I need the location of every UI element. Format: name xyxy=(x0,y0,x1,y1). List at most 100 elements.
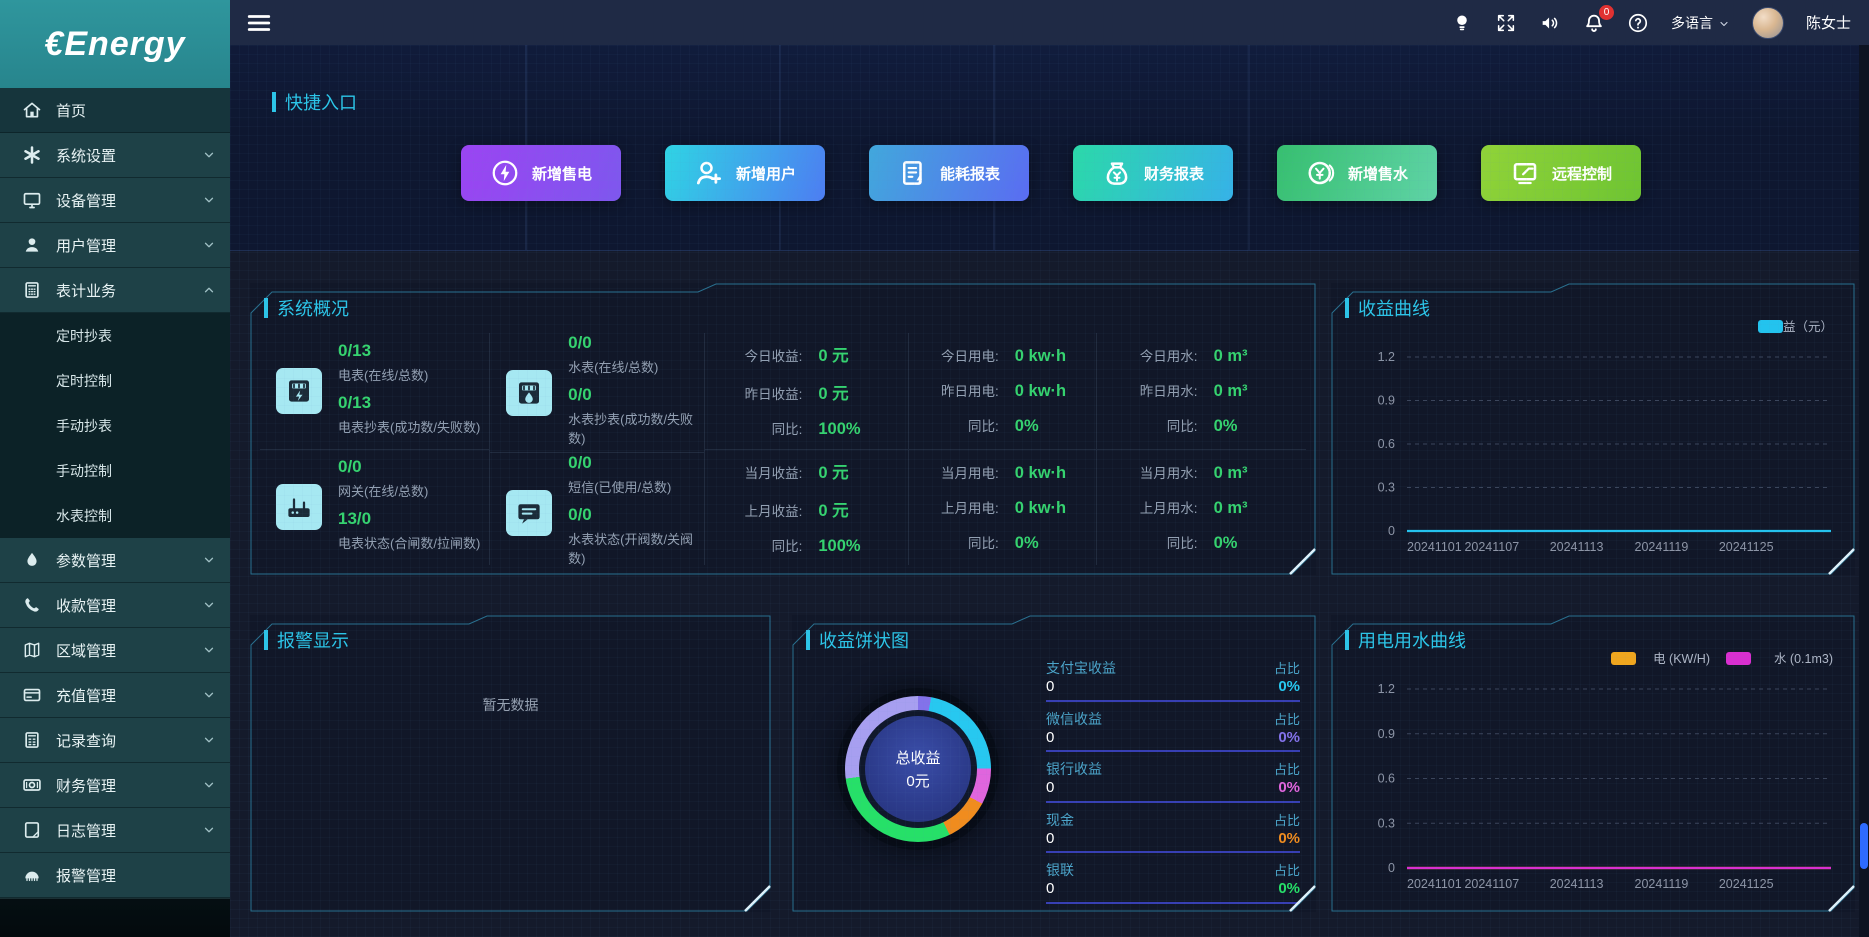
stat-label: 同比: xyxy=(968,419,999,435)
meter-stat-value: 0/0 xyxy=(568,385,592,404)
sidebar-subitem-manual-control[interactable]: 手动控制 xyxy=(56,462,112,479)
sidebar-item-parameter-management[interactable]: 参数管理 xyxy=(0,538,230,583)
add-water-sale-button[interactable]: 新增售水 xyxy=(1277,145,1437,201)
svg-text:0.3: 0.3 xyxy=(1378,481,1395,495)
overview-meter-block: 0/0 短信(已使用/总数) 0/0 水表状态(开阀数/关阀数) xyxy=(490,453,703,572)
overview-meter-block: 0/13 电表(在线/总数) 0/13 电表抄表(成功数/失败数) xyxy=(260,333,490,450)
overview-stat-column: 今日用水: 0 m³ 昨日用水: 0 m³ 同比: 0% 当月用水: 0 m³ 上月用水… xyxy=(1096,333,1306,565)
ratio-value: 0% xyxy=(1278,728,1300,746)
title-accent-bar xyxy=(264,298,268,318)
meter-block: 0/0 网关(在线/总数) 13/0 电表状态(合闸数/拉闸数) xyxy=(260,457,480,557)
revenue-breakdown-row-unionpay: 银联 占比 0 0% xyxy=(1046,853,1300,904)
stat-label: 同比: xyxy=(1166,419,1198,435)
bell-icon[interactable]: 0 xyxy=(1583,4,1614,34)
gateway-icon xyxy=(276,484,322,531)
overview-stat-group: 当月收益: 0 元上月收益: 0 元同比: 100% xyxy=(705,450,908,566)
meter-stat-value: 13/0 xyxy=(338,509,372,529)
help-icon[interactable] xyxy=(1627,12,1649,34)
meter-stat-label: 水表抄表(成功数/失败数) xyxy=(568,412,694,446)
stat-row: 今日用水: 0 m³ xyxy=(1107,345,1296,366)
sidebar-subitem-water-meter-control[interactable]: 水表控制 xyxy=(56,507,112,524)
sidebar-item-user-management[interactable]: 用户管理 xyxy=(0,223,230,268)
sidebar-item-payment-management[interactable]: 收款管理 xyxy=(0,583,230,628)
chevron-down-icon xyxy=(202,823,216,837)
stat-row: 昨日用电: 0 kw·h xyxy=(919,380,1086,401)
avatar[interactable] xyxy=(1751,6,1784,39)
meter-block: 0/13 电表(在线/总数) 0/13 电表抄表(成功数/失败数) xyxy=(260,341,480,441)
sidebar-subitem-manual-reading[interactable]: 手动抄表 xyxy=(56,417,112,434)
sidebar-item-log-management[interactable]: 日志管理 xyxy=(0,808,230,853)
alarm-icon xyxy=(22,865,42,885)
svg-text:0: 0 xyxy=(1388,861,1395,875)
sidebar-item-meter-business[interactable]: 表计业务 xyxy=(0,268,230,313)
sidebar-item-finance-management[interactable]: 财务管理 xyxy=(0,763,230,808)
sidebar-item-recharge-management[interactable]: 充值管理 xyxy=(0,673,230,718)
electric-meter-icon xyxy=(276,367,322,414)
stat-row: 今日用电: 0 kw·h xyxy=(919,345,1086,366)
stat-value: 0 元 xyxy=(818,463,849,482)
language-selector[interactable]: 多语言 xyxy=(1671,13,1730,33)
sidebar-item-region-management[interactable]: 区域管理 xyxy=(0,628,230,673)
sidebar-item-label: 记录查询 xyxy=(56,732,117,750)
sidebar-submenu-meter-business: 定时抄表定时控制手动抄表手动控制水表控制 xyxy=(0,313,230,538)
menu-toggle-icon[interactable] xyxy=(246,10,272,36)
bulb-icon[interactable] xyxy=(1451,12,1473,34)
add-user-button[interactable]: 新增用户 xyxy=(665,145,825,201)
revenue-pie-title: 收益饼状图 xyxy=(806,627,909,653)
quick-button-label: 新增售电 xyxy=(531,165,592,183)
meter-stat-label: 电表状态(合闸数/拉闸数) xyxy=(338,536,481,552)
overview-meter-block: 0/0 水表(在线/总数) 0/0 水表抄表(成功数/失败数) xyxy=(490,333,704,453)
sidebar: €Energy 首页 系统设置 设备管理 用户管理 表计业务 定时抄表 定时控制 手动抄表 手动… xyxy=(0,0,230,937)
svg-text:20241107: 20241107 xyxy=(1464,540,1519,554)
sidebar-item-home[interactable]: 首页 xyxy=(0,88,230,133)
svg-text:20241113: 20241113 xyxy=(1550,540,1604,554)
language-label: 多语言 xyxy=(1670,14,1713,31)
system-overview-grid: 0/13 电表(在线/总数) 0/13 电表抄表(成功数/失败数) 0/0 网关(… xyxy=(260,333,1306,566)
overview-stat-group: 今日用水: 0 m³ 昨日用水: 0 m³ 同比: 0% xyxy=(1096,333,1306,450)
ratio-label: 占比 xyxy=(1273,711,1300,727)
sidebar-item-label: 首页 xyxy=(56,102,87,120)
stat-value: 100% xyxy=(818,536,861,555)
scrollbar-thumb[interactable] xyxy=(1860,823,1868,869)
sidebar-item-alarm-management[interactable]: 报警管理 xyxy=(0,853,230,898)
system-overview-title-text: 系统概况 xyxy=(277,299,349,319)
sidebar-item-label: 设备管理 xyxy=(56,192,117,210)
stat-row: 同比: 0% xyxy=(1107,415,1296,436)
chevron-down-icon xyxy=(202,553,216,567)
sidebar-item-device-management[interactable]: 设备管理 xyxy=(0,178,230,223)
sidebar-item-record-query[interactable]: 记录查询 xyxy=(0,718,230,763)
remote-control-button[interactable]: 远程控制 xyxy=(1481,145,1641,201)
meter-block: 0/0 短信(已使用/总数) 0/0 水表状态(开阀数/关阀数) xyxy=(490,453,703,572)
chevron-down-icon xyxy=(1718,17,1730,29)
energy-report-button[interactable]: 能耗报表 xyxy=(869,145,1029,201)
revenue-breakdown-row-wechat: 微信收益 占比 0 0% xyxy=(1046,702,1300,753)
sidebar-subitem-timed-control[interactable]: 定时控制 xyxy=(56,372,112,389)
add-electric-sale-button[interactable]: 新增售电 xyxy=(461,145,621,201)
revenue-breakdown-row-cash: 现金 占比 0 0% xyxy=(1046,803,1300,854)
stat-label: 当月用水: xyxy=(1139,465,1198,481)
sidebar-nav: 首页系统设置设备管理用户管理 表计业务定时抄表定时控制手动抄表手动控制水表控制参数… xyxy=(0,88,230,898)
meter-stat-label: 短信(已使用/总数) xyxy=(568,480,672,495)
meter-stat-label: 水表(在线/总数) xyxy=(568,360,659,375)
meter-stat-value: 0/0 xyxy=(568,505,592,524)
overview-stat-column: 今日收益: 0 元昨日收益: 0 元同比: 100% 当月收益: 0 元上月收益:… xyxy=(704,333,909,566)
stat-value: 0 kw·h xyxy=(1014,498,1067,517)
sidebar-item-system-settings[interactable]: 系统设置 xyxy=(0,133,230,178)
chevron-down-icon xyxy=(202,148,216,162)
volume-icon[interactable] xyxy=(1539,12,1561,34)
fullscreen-icon[interactable] xyxy=(1495,12,1517,34)
quick-entry-buttons: 新增售电 新增用户 能耗报表 财务报表 新增售水 远程控制 xyxy=(230,145,1869,201)
svg-text:0.3: 0.3 xyxy=(1378,816,1395,830)
svg-text:20241125: 20241125 xyxy=(1719,877,1774,891)
log-icon xyxy=(22,820,42,840)
stat-value: 0% xyxy=(1014,533,1039,552)
svg-text:0.6: 0.6 xyxy=(1378,772,1395,786)
finance-report-button[interactable]: 财务报表 xyxy=(1073,145,1233,201)
sidebar-subitem-timed-reading[interactable]: 定时抄表 xyxy=(56,327,112,344)
stat-label: 上月收益: xyxy=(744,503,803,519)
ratio-value: 0% xyxy=(1278,678,1300,695)
stat-value: 0 kw·h xyxy=(1014,382,1067,401)
